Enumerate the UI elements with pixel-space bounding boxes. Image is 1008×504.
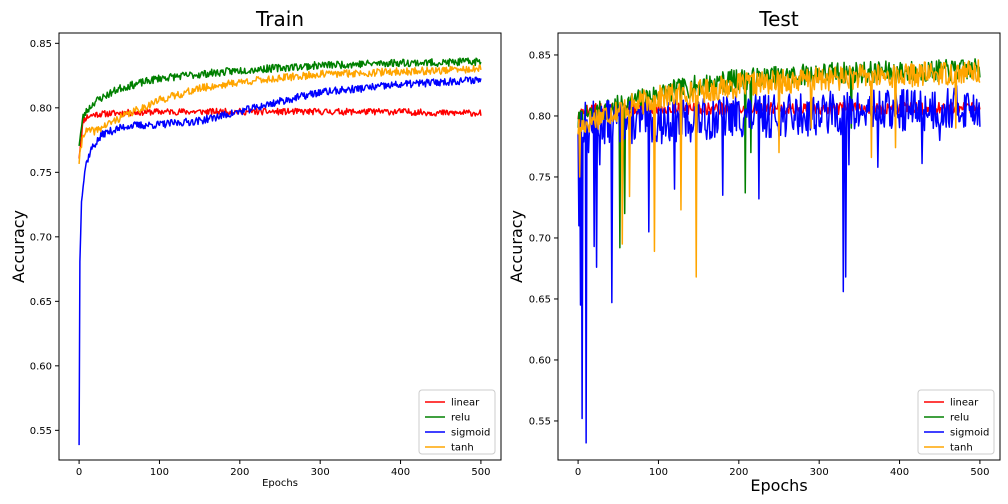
- legend-label-linear: linear: [950, 398, 979, 409]
- series-line-tanh: [577, 59, 981, 278]
- y-tick-label: 0.55: [529, 416, 551, 427]
- y-tick-label: 0.55: [30, 426, 52, 437]
- series-line-linear: [78, 107, 482, 159]
- x-tick-label: 200: [729, 467, 748, 478]
- chart-title: Test: [758, 7, 799, 31]
- x-tick-label: 100: [150, 467, 169, 478]
- series-line-tanh: [78, 64, 482, 164]
- axes-frame: [557, 32, 1001, 461]
- y-tick-label: 0.60: [529, 355, 551, 366]
- x-tick-label: 0: [76, 467, 82, 478]
- x-tick-label: 500: [970, 467, 989, 478]
- legend-label-sigmoid: sigmoid: [451, 428, 490, 439]
- y-axis-label: Accuracy: [9, 210, 28, 283]
- x-axis-label: Epochs: [750, 476, 807, 495]
- x-tick-label: 400: [391, 467, 410, 478]
- y-tick-label: 0.65: [30, 297, 52, 308]
- x-tick-label: 500: [471, 467, 490, 478]
- legend: linear relu sigmoid tanh: [917, 389, 995, 455]
- y-tick-label: 0.60: [30, 361, 52, 372]
- train-chart: 0 100 200 300 400 500 0.55 0.60 0.65 0.70 0.75 0.80…: [9, 7, 502, 489]
- y-tick-label: 0.75: [30, 168, 52, 179]
- y-tick-label: 0.65: [529, 294, 551, 305]
- legend-label-tanh: tanh: [451, 443, 474, 454]
- axes-frame: [58, 32, 502, 461]
- chart-title: Train: [255, 7, 304, 31]
- y-tick-label: 0.70: [529, 233, 551, 244]
- y-tick-label: 0.70: [30, 232, 52, 243]
- legend: linear relu sigmoid tanh: [418, 389, 496, 455]
- y-tick-label: 0.85: [529, 50, 551, 61]
- x-tick-label: 300: [810, 467, 829, 478]
- x-tick-label: 200: [230, 467, 249, 478]
- y-tick-label: 0.80: [30, 103, 52, 114]
- x-tick-label: 300: [311, 467, 330, 478]
- x-tick-label: 400: [890, 467, 909, 478]
- series-line-relu: [78, 57, 482, 147]
- legend-label-relu: relu: [950, 413, 969, 424]
- legend-label-relu: relu: [451, 413, 470, 424]
- x-tick-label: 100: [649, 467, 668, 478]
- x-tick-label: 0: [575, 467, 581, 478]
- test-chart: 0 100 200 300 400 500 0.55 0.60 0.65 0.70 0.75 0.80…: [507, 7, 1001, 495]
- legend-label-tanh: tanh: [950, 443, 973, 454]
- legend-label-linear: linear: [451, 398, 480, 409]
- series-line-sigmoid: [78, 76, 482, 446]
- legend-label-sigmoid: sigmoid: [950, 428, 989, 439]
- x-axis-label: Epochs: [262, 478, 298, 489]
- y-tick-label: 0.80: [529, 111, 551, 122]
- y-tick-label: 0.85: [30, 39, 52, 50]
- y-tick-label: 0.75: [529, 172, 551, 183]
- y-axis-label: Accuracy: [507, 210, 526, 283]
